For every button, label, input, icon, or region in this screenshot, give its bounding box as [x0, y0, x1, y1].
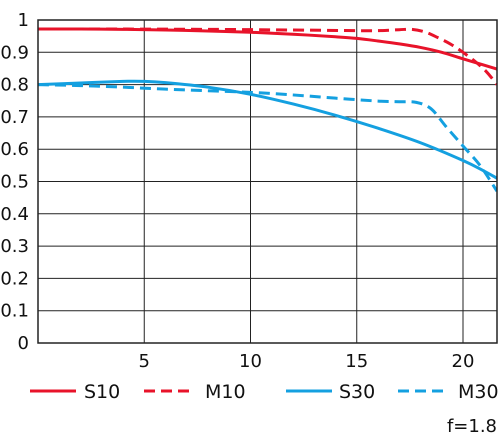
plot-border: [37, 19, 498, 344]
legend: S10 M10 S30 M30: [30, 381, 499, 403]
legend-label-m30: M30: [458, 381, 499, 403]
y-tick-label-3: 0.3: [0, 236, 29, 257]
grid: [38, 19, 497, 344]
y-tick-label-2: 0.2: [0, 268, 29, 289]
y-tick-label-1: 0.1: [0, 301, 29, 322]
y-tick-label-4: 0.4: [0, 204, 29, 225]
series-line-m30: [38, 83, 497, 193]
series-line-s10: [38, 27, 497, 71]
y-tick-label-5: 0.5: [0, 172, 29, 193]
x-tick-label-3: 20: [452, 351, 475, 372]
legend-label-s30: S30: [339, 381, 375, 403]
plot-frame: [37, 19, 498, 344]
series-line-s30: [38, 79, 497, 180]
y-tick-labels: 0 0.1 0.2 0.3 0.4 0.5 0.6 0.7 0.8 0.9 1: [0, 10, 29, 354]
series-line-m10: [38, 27, 497, 86]
y-tick-label-8: 0.8: [0, 75, 29, 96]
x-tick-labels: 5 10 15 20: [139, 351, 475, 372]
y-tick-label-10: 1: [18, 10, 29, 31]
series-lines: [38, 27, 497, 193]
y-tick-label-9: 0.9: [0, 42, 29, 63]
x-tick-label-1: 10: [239, 351, 262, 372]
legend-label-m10: M10: [205, 381, 246, 403]
aperture-note: f=1.8: [447, 416, 497, 437]
y-tick-label-7: 0.7: [0, 107, 29, 128]
x-tick-label-0: 5: [139, 351, 150, 372]
legend-label-s10: S10: [84, 381, 120, 403]
x-tick-label-2: 15: [345, 351, 368, 372]
y-tick-label-0: 0: [18, 333, 29, 354]
y-tick-label-6: 0.6: [0, 139, 29, 160]
